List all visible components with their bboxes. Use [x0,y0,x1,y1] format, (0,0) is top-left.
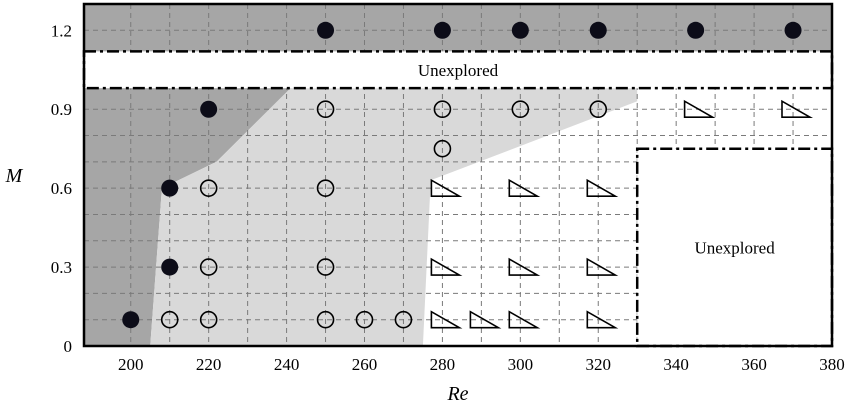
open-circle-point [355,310,374,329]
filled-circle-point [161,179,179,197]
triangle-point [586,257,619,276]
x-tick-label: 280 [430,355,456,374]
x-tick-label: 220 [196,355,222,374]
y-tick-label: 0 [64,337,73,356]
triangle-point [469,310,502,329]
open-circle-point [316,179,335,197]
triangle-point [430,310,463,329]
x-tick-label: 320 [586,355,612,374]
x-tick-label: 360 [741,355,767,374]
open-circle-point [589,100,608,119]
open-circle-point [433,100,452,119]
triangle-point [586,310,619,329]
unexplored-regions: Unexplored Unexplored [82,50,834,348]
unexplored-label: Unexplored [694,238,775,257]
filled-circle-point [589,21,607,39]
filled-circle-point [161,258,179,276]
triangle-point [586,178,619,197]
unexplored-label: Unexplored [418,61,499,80]
x-tick-label: 260 [352,355,378,374]
dark-regime-region [84,4,832,346]
x-axis-label: Re [446,383,468,405]
y-tick-label: 0.6 [51,179,72,198]
filled-circle-point [317,21,335,39]
triangle-point [508,257,541,276]
filled-circle-point [511,21,529,39]
open-circle-point [316,310,335,329]
unexplored-box [82,50,834,90]
open-circle-point [316,258,335,276]
x-tick-label: 200 [118,355,144,374]
x-tick-label: 340 [663,355,689,374]
triangle-point [683,99,716,118]
open-circle-point [394,310,413,329]
filled-circle-point [433,21,451,39]
triangle-point [508,310,541,329]
filled-circle-point [200,100,218,118]
open-circle-point [316,100,335,119]
data-markers [122,21,814,329]
y-axis-label: M [5,165,24,187]
triangle-point [508,178,541,197]
open-circle-point [199,310,218,329]
filled-circle-point [122,311,140,329]
plot-frame [82,2,834,348]
open-circle-point [511,100,530,119]
filled-circle-point [784,21,802,39]
triangle-point [430,178,463,197]
x-tick-label: 380 [819,355,845,374]
y-tick-labels: 0 0.3 0.6 0.9 1.2 [51,21,72,356]
triangle-point [781,99,814,118]
y-tick-label: 0.3 [51,258,72,277]
triangle-point [430,257,463,276]
y-tick-label: 0.9 [51,100,72,119]
open-circle-point [199,258,218,276]
unexplored-box [635,147,834,348]
filled-circle-point [687,21,705,39]
open-circle-point [160,310,179,329]
x-tick-labels: 200 220 240 260 280 300 320 340 360 380 [118,355,845,374]
open-circle-point [199,179,218,197]
x-tick-label: 300 [508,355,534,374]
open-circle-point [433,139,452,158]
light-regime-region [150,88,638,346]
x-tick-label: 240 [274,355,300,374]
y-tick-label: 1.2 [51,21,72,40]
